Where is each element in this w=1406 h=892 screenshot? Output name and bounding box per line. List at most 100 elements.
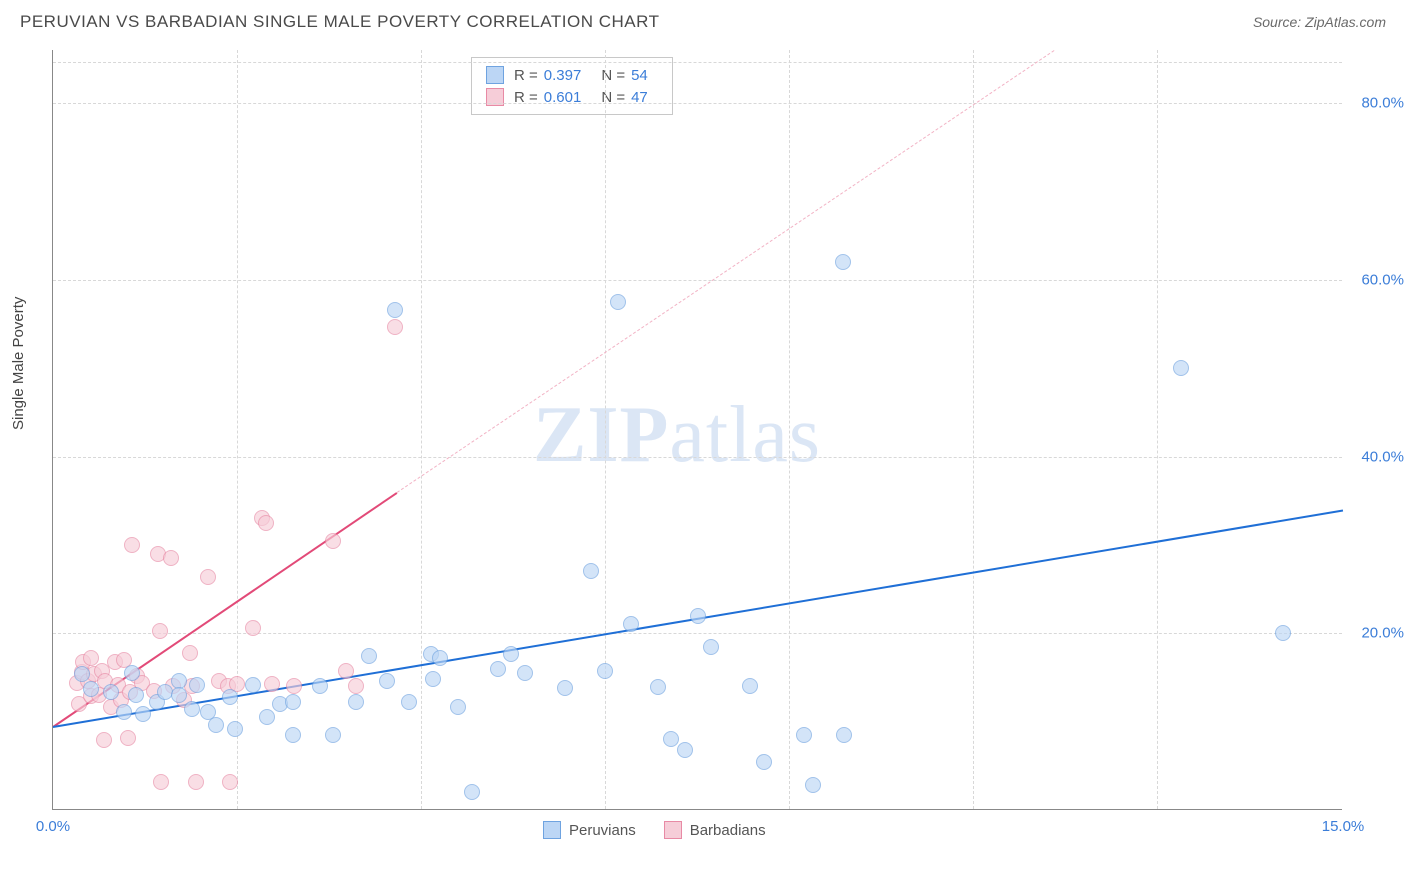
data-point: [583, 563, 599, 579]
data-point: [200, 569, 216, 585]
gridline-horizontal: [53, 457, 1342, 458]
r-value-peruvians: 0.397: [544, 67, 582, 84]
data-point: [103, 684, 119, 700]
data-point: [756, 754, 772, 770]
gridline-vertical: [605, 50, 606, 809]
data-point: [208, 717, 224, 733]
data-point: [222, 689, 238, 705]
data-point: [325, 533, 341, 549]
data-point: [663, 731, 679, 747]
data-point: [338, 663, 354, 679]
data-point: [135, 706, 151, 722]
data-point: [425, 671, 441, 687]
n-value-peruvians: 54: [631, 67, 648, 84]
data-point: [124, 537, 140, 553]
data-point: [690, 608, 706, 624]
data-point: [464, 784, 480, 800]
data-point: [264, 676, 280, 692]
data-point: [286, 678, 302, 694]
scatter-chart: ZIPatlas R = 0.397 N = 54 R = 0.601 N = …: [52, 50, 1342, 810]
gridline-horizontal: [53, 103, 1342, 104]
data-point: [83, 650, 99, 666]
data-point: [222, 774, 238, 790]
gridline-horizontal: [53, 280, 1342, 281]
data-point: [96, 732, 112, 748]
data-point: [610, 294, 626, 310]
data-point: [835, 254, 851, 270]
data-point: [348, 694, 364, 710]
legend-item-barbadians: Barbadians: [664, 821, 766, 839]
data-point: [557, 680, 573, 696]
y-axis-label: Single Male Poverty: [10, 297, 27, 430]
r-label: R =: [514, 67, 538, 84]
legend-row-peruvians: R = 0.397 N = 54: [486, 64, 658, 86]
data-point: [184, 701, 200, 717]
data-point: [128, 687, 144, 703]
data-point: [312, 678, 328, 694]
trendline-extrapolated: [397, 50, 1054, 493]
data-point: [152, 623, 168, 639]
data-point: [623, 616, 639, 632]
data-point: [259, 709, 275, 725]
data-point: [703, 639, 719, 655]
data-point: [227, 721, 243, 737]
watermark: ZIPatlas: [533, 390, 821, 481]
swatch-peruvians: [543, 821, 561, 839]
data-point: [450, 699, 466, 715]
data-point: [597, 663, 613, 679]
data-point: [285, 694, 301, 710]
data-point: [188, 774, 204, 790]
data-point: [325, 727, 341, 743]
data-point: [258, 515, 274, 531]
legend-item-peruvians: Peruvians: [543, 821, 636, 839]
legend-row-barbadians: R = 0.601 N = 47: [486, 86, 658, 108]
data-point: [742, 678, 758, 694]
data-point: [245, 677, 261, 693]
data-point: [805, 777, 821, 793]
correlation-legend: R = 0.397 N = 54 R = 0.601 N = 47: [471, 57, 673, 115]
data-point: [189, 677, 205, 693]
data-point: [677, 742, 693, 758]
data-point: [503, 646, 519, 662]
data-point: [387, 319, 403, 335]
gridline-vertical: [1157, 50, 1158, 809]
data-point: [74, 666, 90, 682]
data-point: [361, 648, 377, 664]
data-point: [157, 684, 173, 700]
data-point: [1173, 360, 1189, 376]
data-point: [163, 550, 179, 566]
x-tick-label: 15.0%: [1322, 818, 1365, 835]
legend-label-barbadians: Barbadians: [690, 822, 766, 839]
data-point: [182, 645, 198, 661]
gridline-vertical: [973, 50, 974, 809]
data-point: [401, 694, 417, 710]
source-citation: Source: ZipAtlas.com: [1253, 14, 1386, 30]
y-tick-label: 20.0%: [1361, 625, 1404, 642]
data-point: [116, 704, 132, 720]
chart-title: PERUVIAN VS BARBADIAN SINGLE MALE POVERT…: [20, 12, 659, 32]
data-point: [285, 727, 301, 743]
watermark-light: atlas: [669, 391, 821, 479]
watermark-bold: ZIP: [533, 391, 669, 479]
x-tick-label: 0.0%: [36, 818, 70, 835]
data-point: [124, 665, 140, 681]
data-point: [245, 620, 261, 636]
data-point: [171, 687, 187, 703]
gridline-horizontal: [53, 633, 1342, 634]
gridline-vertical: [789, 50, 790, 809]
data-point: [120, 730, 136, 746]
data-point: [1275, 625, 1291, 641]
series-legend: Peruvians Barbadians: [543, 821, 766, 839]
y-tick-label: 40.0%: [1361, 448, 1404, 465]
gridline-horizontal: [53, 62, 1342, 63]
data-point: [153, 774, 169, 790]
swatch-barbadians: [664, 821, 682, 839]
data-point: [490, 661, 506, 677]
data-point: [796, 727, 812, 743]
data-point: [379, 673, 395, 689]
y-tick-label: 80.0%: [1361, 95, 1404, 112]
data-point: [83, 681, 99, 697]
data-point: [650, 679, 666, 695]
data-point: [387, 302, 403, 318]
data-point: [517, 665, 533, 681]
